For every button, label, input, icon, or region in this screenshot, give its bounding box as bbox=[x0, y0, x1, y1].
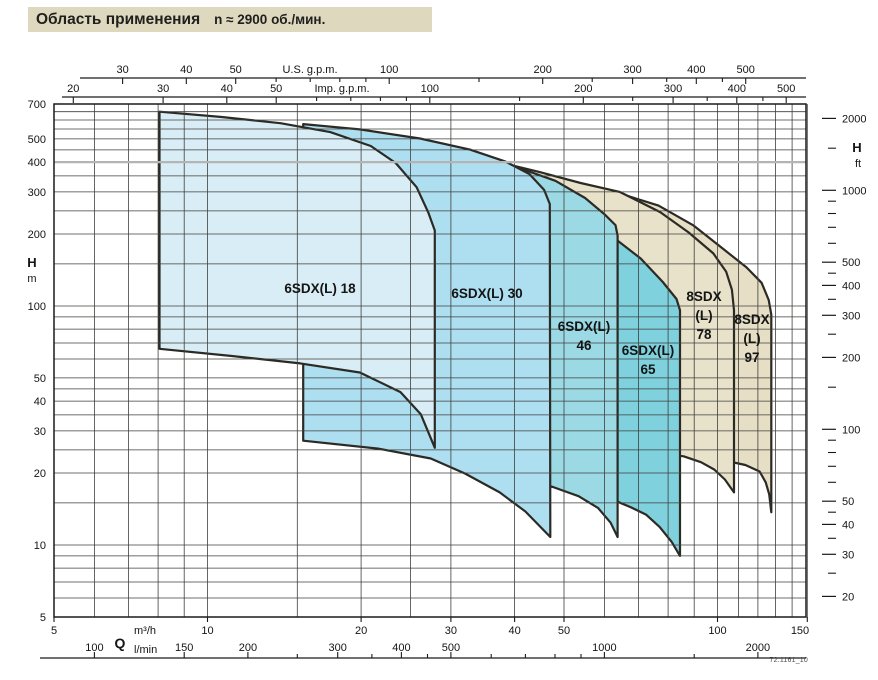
us-gpm-label: 40 bbox=[180, 64, 192, 76]
imp-gpm-label: 50 bbox=[270, 83, 282, 95]
imp-gpm-label: 20 bbox=[67, 83, 79, 95]
region-label-6sdx-l-65: 6SDX(L) bbox=[622, 343, 675, 358]
region-label-6sdx-l-18: 6SDX(L) 18 bbox=[284, 281, 356, 296]
region-label-6sdx-l-46: 6SDX(L) bbox=[558, 319, 611, 334]
region-label-8sdx-l-97: 97 bbox=[744, 350, 759, 365]
us-gpm-label: 30 bbox=[116, 64, 128, 76]
plot-border bbox=[53, 103, 807, 618]
m3h-label: 40 bbox=[508, 625, 520, 637]
imp-gpm-label: 500 bbox=[777, 83, 795, 95]
imp-gpm-unit-label: Imp. g.p.m. bbox=[314, 83, 369, 95]
imp-gpm-label: 300 bbox=[664, 83, 682, 95]
h-m-label: 500 bbox=[28, 134, 46, 146]
page-title-detail: n ≈ 2900 об./мин. bbox=[214, 12, 326, 27]
h-m-label: 100 bbox=[28, 301, 46, 313]
h-ft-label: 20 bbox=[842, 591, 854, 603]
m3h-unit-label: m³/h bbox=[134, 625, 156, 637]
h-ft-label: 30 bbox=[842, 549, 854, 561]
imp-gpm-label: 40 bbox=[221, 83, 233, 95]
q-symbol: Q bbox=[115, 635, 126, 651]
m3h-label: 30 bbox=[445, 625, 457, 637]
m3h-label: 10 bbox=[201, 625, 213, 637]
h-ft-label: 1000 bbox=[842, 185, 866, 197]
h-m-label: 50 bbox=[34, 373, 46, 385]
us-gpm-label: 500 bbox=[737, 64, 755, 76]
h-ft-label: 500 bbox=[842, 257, 860, 269]
h-m-label: 700 bbox=[28, 99, 46, 111]
lmin-label: 2000 bbox=[746, 642, 770, 654]
h-m-label: 10 bbox=[34, 540, 46, 552]
h-ft-label: 300 bbox=[842, 310, 860, 322]
h-m-label: 30 bbox=[34, 426, 46, 438]
m3h-label: 50 bbox=[558, 625, 570, 637]
lmin-label: 1000 bbox=[592, 642, 616, 654]
h-ft-label: 400 bbox=[842, 280, 860, 292]
h-ft-label: 50 bbox=[842, 496, 854, 508]
m3h-label: 20 bbox=[355, 625, 367, 637]
us-gpm-label: 50 bbox=[230, 64, 242, 76]
imp-gpm-label: 100 bbox=[421, 83, 439, 95]
lmin-label: 150 bbox=[175, 642, 193, 654]
lmin-label: 400 bbox=[392, 642, 410, 654]
h-m-unit: m bbox=[27, 273, 36, 285]
lmin-label: 100 bbox=[85, 642, 103, 654]
h-ft-label: 2000 bbox=[842, 113, 866, 125]
region-label-6sdx-l-30: 6SDX(L) 30 bbox=[451, 286, 522, 301]
h-m-label: 300 bbox=[28, 187, 46, 199]
region-label-8sdx-l-78: 8SDX bbox=[686, 289, 721, 304]
h-m-label: 40 bbox=[34, 396, 46, 408]
region-label-8sdx-l-78: 78 bbox=[696, 327, 712, 342]
region-label-8sdx-l-97: (L) bbox=[743, 331, 760, 346]
region-label-8sdx-l-97: 8SDX bbox=[734, 312, 769, 327]
h-m-label: 400 bbox=[28, 157, 46, 169]
us-gpm-label: 400 bbox=[687, 64, 705, 76]
m3h-label: 100 bbox=[708, 625, 726, 637]
lmin-label: 300 bbox=[329, 642, 347, 654]
imp-gpm-label: 30 bbox=[157, 83, 169, 95]
us-gpm-label: 300 bbox=[623, 64, 641, 76]
title-bar: Область применения n ≈ 2900 об./мин. bbox=[28, 7, 432, 32]
m3h-label: 5 bbox=[51, 625, 57, 637]
h-m-symbol: H bbox=[27, 255, 36, 270]
h-m-label: 20 bbox=[34, 468, 46, 480]
region-label-6sdx-l-65: 65 bbox=[640, 362, 656, 377]
us-gpm-unit-label: U.S. g.p.m. bbox=[282, 64, 337, 76]
lmin-label: 500 bbox=[442, 642, 460, 654]
h-ft-label: 200 bbox=[842, 352, 860, 364]
lmin-label: 200 bbox=[239, 642, 257, 654]
page-title: Область применения bbox=[36, 11, 201, 28]
imp-gpm-label: 200 bbox=[574, 83, 592, 95]
h-ft-label: 100 bbox=[842, 424, 860, 436]
us-gpm-label: 200 bbox=[534, 64, 552, 76]
h-ft-unit: ft bbox=[855, 158, 861, 170]
region-label-8sdx-l-78: (L) bbox=[695, 308, 712, 323]
h-m-label: 5 bbox=[40, 612, 46, 624]
imp-gpm-label: 400 bbox=[728, 83, 746, 95]
drawing-code: 72.1161_10 bbox=[769, 657, 808, 664]
region-label-6sdx-l-46: 46 bbox=[576, 338, 592, 353]
lmin-unit-label: l/min bbox=[134, 644, 157, 656]
h-m-label: 200 bbox=[28, 229, 46, 241]
us-gpm-label: 100 bbox=[380, 64, 398, 76]
h-ft-label: 40 bbox=[842, 519, 854, 531]
m3h-label: 150 bbox=[791, 625, 809, 637]
h-ft-symbol: H bbox=[852, 140, 861, 155]
